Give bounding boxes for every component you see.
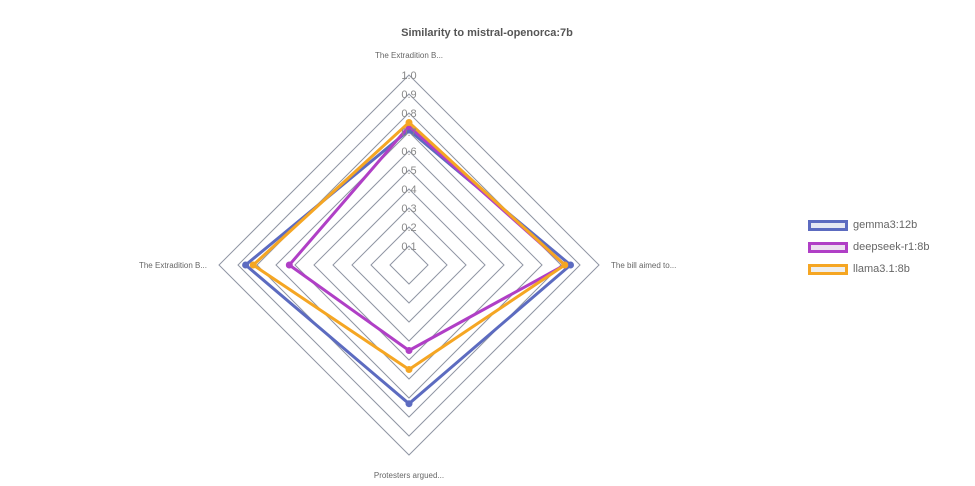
tick-label-10: 1.0 — [401, 70, 416, 82]
grid-ring-4 — [332, 188, 486, 342]
grid-ring-1 — [389, 245, 429, 285]
grid-ring-6 — [294, 150, 524, 380]
legend-swatch-2 — [808, 241, 848, 253]
grid-ring-10 — [218, 74, 600, 456]
tick-label-4: 0.4 — [401, 184, 416, 196]
tick-label-8: 0.8 — [401, 108, 416, 120]
axis-label-2: The bill aimed to... — [611, 261, 676, 270]
tick-label-5: 0.5 — [401, 165, 416, 177]
series-2-point-3[interactable] — [405, 347, 413, 354]
series-3-point-1[interactable] — [405, 119, 413, 126]
series-3-point-4[interactable] — [249, 261, 257, 269]
legend-swatch-1 — [808, 219, 848, 231]
series-3-point-3[interactable] — [405, 366, 413, 373]
series-1-point-4[interactable] — [242, 261, 250, 269]
grid-ring-7 — [275, 131, 543, 399]
axis-label-4: The Extradition B... — [139, 261, 207, 270]
tick-label-1: 0.1 — [401, 241, 416, 253]
tick-label-9: 0.9 — [401, 89, 416, 101]
series-2-point-4[interactable] — [285, 261, 293, 269]
tick-label-6: 0.6 — [401, 146, 416, 158]
series-1-point-2[interactable] — [567, 261, 574, 269]
legend-label-1: gemma3:12b — [853, 219, 918, 231]
legend-label-3: llama3.1:8b — [853, 263, 910, 275]
series-1-point-3[interactable] — [405, 400, 413, 408]
legend-item-3[interactable]: llama3.1:8b — [808, 260, 929, 278]
axis-label-1: The Extradition B... — [375, 51, 443, 60]
tick-label-2: 0.2 — [401, 222, 416, 234]
legend-swatch-3 — [808, 263, 848, 275]
series-3-point-2[interactable] — [561, 261, 569, 269]
grid-ring-5 — [313, 169, 505, 361]
grid-ring-2 — [370, 226, 448, 304]
grid-ring-9 — [237, 93, 581, 437]
radial-ticks: 0.1 0.2 0.3 0.4 0.5 0.6 0.7 0.8 0.9 1.0 — [401, 70, 416, 253]
legend-item-2[interactable]: deepseek-r1:8b — [808, 238, 929, 256]
tick-label-3: 0.3 — [401, 203, 416, 215]
grid-ring-3 — [351, 207, 467, 323]
series-layer — [242, 119, 574, 408]
tick-label-7: 0.7 — [401, 127, 416, 139]
axis-label-3: Protesters argued... — [374, 471, 444, 480]
chart-title: Similarity to mistral-openorca:7b — [401, 27, 573, 39]
legend-label-2: deepseek-r1:8b — [853, 241, 930, 253]
axis-labels: The Extradition B... The bill aimed to...… — [139, 51, 676, 480]
legend: gemma3:12b deepseek-r1:8b llama3.1:8b — [808, 216, 929, 278]
legend-item-1[interactable]: gemma3:12b — [808, 216, 929, 234]
